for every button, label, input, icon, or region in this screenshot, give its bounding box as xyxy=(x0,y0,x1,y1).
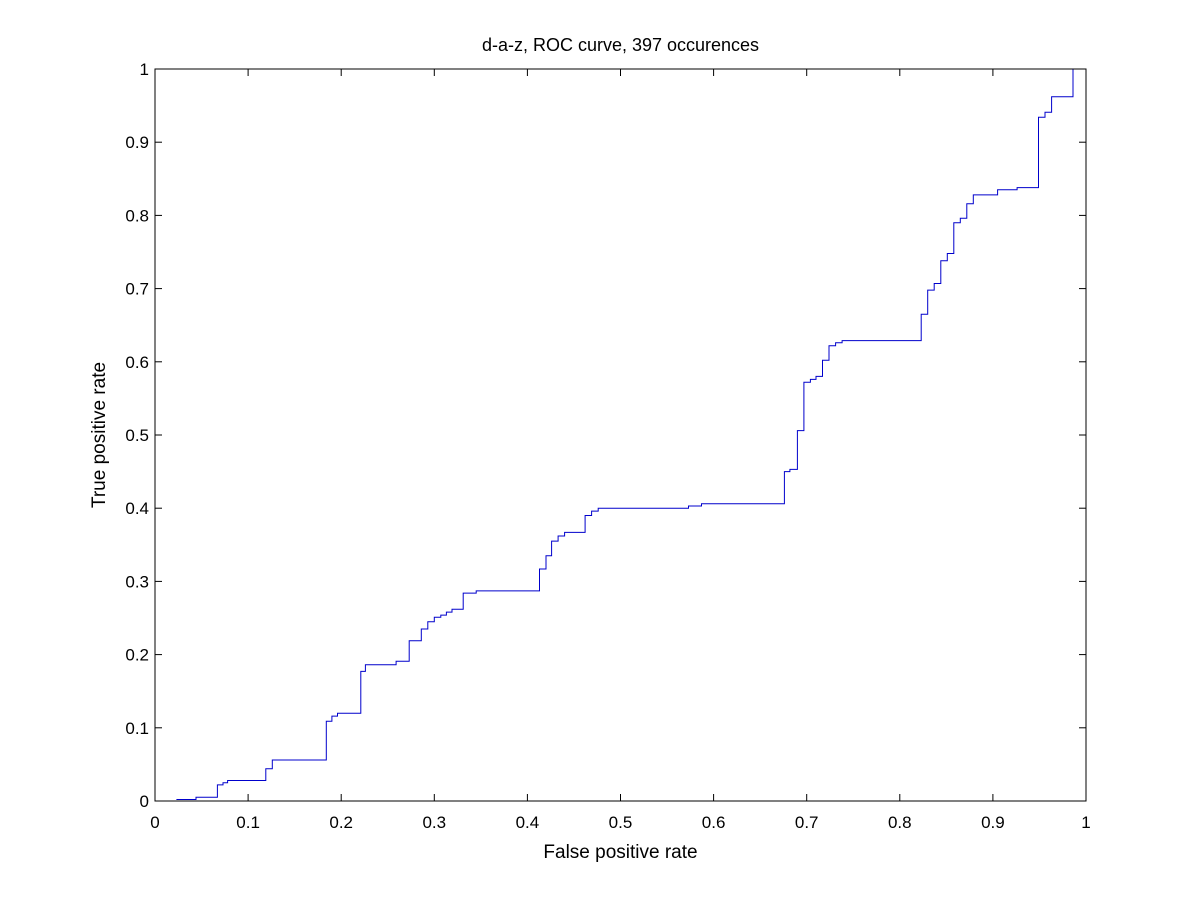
y-axis-title: True positive rate xyxy=(89,362,110,508)
roc-curve-line xyxy=(176,68,1086,800)
y-tick-label: 1 xyxy=(140,60,149,79)
x-tick-label: 0.7 xyxy=(795,813,819,832)
y-tick-label: 0.5 xyxy=(125,426,149,445)
y-tick-label: 0.4 xyxy=(125,499,149,518)
tick-labels: 0 0.1 0.2 0.3 0.4 0.5 0.6 0.7 0.8 0.9 1 0 0.1 0.2 0.3 0… xyxy=(125,60,1090,832)
x-tick-label: 1 xyxy=(1081,813,1090,832)
y-tick-label: 0.2 xyxy=(125,646,149,665)
x-tick-label: 0.2 xyxy=(329,813,353,832)
y-tick-label: 0.6 xyxy=(125,353,149,372)
x-tick-label: 0.1 xyxy=(236,813,260,832)
plot-series xyxy=(176,68,1086,800)
x-tick-label: 0.6 xyxy=(702,813,726,832)
x-tick-label: 0.9 xyxy=(981,813,1005,832)
axis-ticks xyxy=(154,68,1087,802)
x-tick-label: 0.5 xyxy=(609,813,633,832)
plot-frame xyxy=(154,68,1087,802)
y-tick-label: 0.8 xyxy=(125,206,149,225)
y-tick-label: 0.3 xyxy=(125,572,149,591)
y-tick-label: 0.9 xyxy=(125,133,149,152)
x-tick-label: 0.3 xyxy=(422,813,446,832)
chart-title: d-a-z, ROC curve, 397 occurences xyxy=(482,35,759,55)
y-tick-label: 0.1 xyxy=(125,719,149,738)
x-tick-label: 0 xyxy=(150,813,159,832)
y-tick-label: 0 xyxy=(140,792,149,811)
y-tick-label: 0.7 xyxy=(125,280,149,299)
x-tick-label: 0.4 xyxy=(516,813,540,832)
x-axis-title: False positive rate xyxy=(543,842,697,863)
x-tick-label: 0.8 xyxy=(888,813,912,832)
